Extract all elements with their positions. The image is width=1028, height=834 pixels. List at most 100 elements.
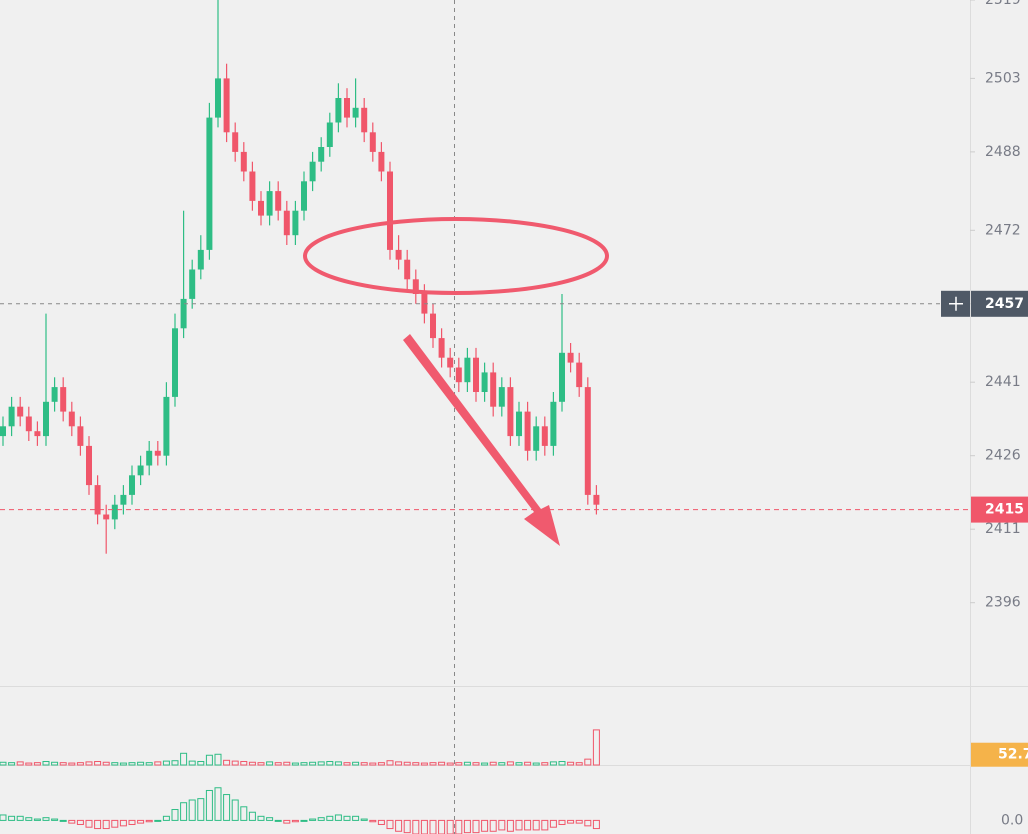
volume-bar <box>334 761 342 766</box>
volume-bar <box>317 761 325 766</box>
candle-body <box>240 151 247 172</box>
candle-body <box>232 132 239 152</box>
macd-bar <box>309 818 317 821</box>
volume-bar <box>205 754 213 766</box>
candle-body <box>129 475 135 495</box>
y-tick-label: 2411 <box>985 521 1021 537</box>
candle-body <box>111 504 118 520</box>
candle-body <box>163 396 170 456</box>
candle-body <box>464 357 471 383</box>
macd-bar <box>541 819 549 831</box>
macd-bar <box>300 819 308 822</box>
volume-bar <box>145 762 153 766</box>
macd-bar <box>558 819 566 825</box>
y-tick-label: 2472 <box>985 222 1021 238</box>
candle-body <box>86 445 92 486</box>
volume-bar <box>549 761 557 766</box>
volume-bar <box>377 762 385 766</box>
candle-body <box>249 171 256 201</box>
candle-body <box>258 200 264 216</box>
volume-bar <box>489 761 497 766</box>
macd-bar <box>352 815 360 821</box>
macd-bar <box>42 817 50 821</box>
candle-body <box>8 406 15 427</box>
macd-bar <box>549 819 557 828</box>
volume-bar <box>420 762 428 766</box>
volume-bar <box>162 760 170 766</box>
macd-bar <box>266 817 274 821</box>
down-arrow <box>403 334 560 546</box>
y-tick-label: 2396 <box>985 595 1021 611</box>
macd-bar <box>377 819 385 825</box>
macd-bar <box>463 819 471 834</box>
candle-body <box>438 338 445 358</box>
candle-body <box>0 426 6 437</box>
volume-bar <box>128 762 136 766</box>
volume-bar <box>343 762 351 766</box>
candle-body <box>25 416 32 432</box>
candle-body <box>301 181 307 211</box>
candle-body <box>77 426 84 446</box>
macd-bar <box>102 819 110 830</box>
candle-body <box>309 161 316 182</box>
volume-bar <box>498 762 506 766</box>
volume-bar <box>300 762 308 766</box>
volume-bar <box>68 762 76 766</box>
volume-bar <box>455 762 463 766</box>
macd-bar <box>412 819 420 834</box>
candle-body <box>283 210 290 236</box>
candle-body <box>326 122 333 147</box>
candle-body <box>507 387 514 437</box>
volume-bar <box>16 761 24 766</box>
macd-bar <box>257 815 265 821</box>
candle-body <box>593 494 600 505</box>
volume-bar <box>274 762 282 766</box>
macd-tick-label: 0.0 <box>1001 812 1023 828</box>
volume-bar <box>33 762 41 766</box>
volume-bar <box>309 761 317 766</box>
candle-body <box>275 191 282 211</box>
volume-bar <box>171 760 179 766</box>
macd-bar <box>283 819 291 824</box>
volume-bar <box>541 762 549 766</box>
candle-body <box>533 426 540 451</box>
volume-bar <box>231 760 239 766</box>
volume-bar <box>59 762 67 766</box>
crosshair-label-box <box>971 290 1028 317</box>
macd-bar <box>472 819 480 834</box>
candle-body <box>43 401 49 437</box>
macd-bar <box>76 819 84 825</box>
macd-bar <box>343 815 351 821</box>
volume-bar <box>291 762 299 766</box>
macd-bar <box>214 787 222 821</box>
volume-bar <box>154 761 162 766</box>
macd-bar <box>205 789 213 821</box>
macd-bar <box>317 817 325 821</box>
candle-body <box>206 117 213 250</box>
candle-body <box>60 387 67 412</box>
macd-bar <box>111 819 119 828</box>
macd-bar <box>575 819 583 824</box>
candle-body <box>335 98 342 123</box>
macd-bar <box>584 819 592 827</box>
candle-body <box>197 249 204 270</box>
macd-bar <box>489 819 497 832</box>
volume-bar <box>240 760 248 766</box>
y-tick-label: 2519 <box>985 0 1021 8</box>
high-annotation: 2520.00 <box>152 0 210 3</box>
macd-bar <box>438 819 446 834</box>
macd-bar <box>524 819 532 831</box>
macd-bar <box>395 819 403 832</box>
volume-bar <box>102 761 110 766</box>
y-tick-label: 2426 <box>985 448 1021 464</box>
macd-bar <box>291 819 299 823</box>
macd-bar <box>119 819 127 827</box>
candle-body <box>34 431 41 437</box>
macd-bar <box>248 811 256 821</box>
last-price-label: 2415 <box>985 502 1024 518</box>
candle-body <box>430 313 436 339</box>
macd-bar <box>0 814 7 821</box>
macd-bar <box>33 818 41 821</box>
candle-body <box>223 78 230 133</box>
volume-bar <box>584 758 592 766</box>
